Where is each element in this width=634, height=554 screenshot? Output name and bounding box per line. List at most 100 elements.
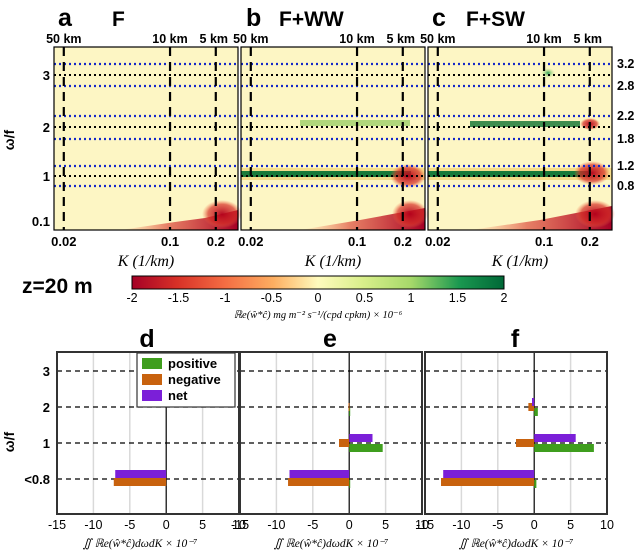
top-tick-label: 10 km [339,32,374,46]
heatmap-panel-c [428,47,615,230]
heatmap-green-band [300,120,410,126]
heatmap-panel-a [54,47,242,230]
panel-title: F+SW [466,8,525,31]
bar-y-ticks: 3 2 1 <0.8 [24,364,50,487]
panel-letter: c [432,4,446,32]
bar-titles: d e f [139,325,519,353]
bar-positive [534,480,537,488]
x-tick-label: 0 [531,518,538,532]
bar-marks [113,398,594,488]
x-tick-label: 0.2 [394,234,412,249]
legend-label: net [168,388,188,403]
y-tick-label: 2 [43,120,50,135]
bar-panel-frame [239,351,423,515]
x-tick-label: 0.2 [581,234,599,249]
bar-negative [348,403,350,411]
panel-letter: f [511,325,520,353]
x-tick-label: 0.1 [348,234,366,249]
bar-net [115,470,167,478]
legend-swatch-positive [142,358,162,369]
legend-label: negative [168,372,221,387]
depth-label: z=20 m [22,275,93,298]
heatmap-green-band [241,171,411,177]
colorbar-tick-label: -2 [126,291,137,305]
colorbar [131,275,505,290]
colorbar-tick-label: -1 [219,291,230,305]
x-tick-label: -15 [48,518,66,532]
bar-net [289,470,350,478]
x-tick-label: 10 [600,518,614,532]
right-tick-label: 3.2 [617,57,634,71]
right-tick-label: 1.8 [617,132,634,146]
x-tick-label: -10 [267,518,285,532]
x-axis-label: ∬ ℝe(ŵ*ĉ)dωdK × 10⁻⁷ [274,538,389,550]
bar-net [534,434,576,442]
heatmap-red-region [575,200,615,228]
panel-letter: b [246,4,261,32]
x-axis-label: ∬ ℝe(ŵ*ĉ)dωdK × 10⁻⁷ [459,538,574,550]
heatmap-frames [53,46,613,231]
top-tick-label: 5 km [200,32,229,46]
heatmap-right-ticks: 3.2 2.8 2.2 1.8 1.2 0.8 [617,57,634,193]
x-tick-label: 0.1 [535,234,553,249]
top-tick-label: 50 km [233,32,268,46]
bar-positive [534,444,594,452]
colorbar-ticks: -2 -1.5 -1 -0.5 0 0.5 1 1.5 2 [126,291,507,305]
bar-positive [349,444,383,452]
colorbar-tick-label: 2 [501,291,508,305]
bar-net [349,434,373,442]
x-axis-label: K (1/km) [491,253,548,270]
panel-letter: e [323,325,337,353]
x-tick-label: 0.2 [207,234,225,249]
top-tick-label: 5 km [387,32,416,46]
heatmap-red-region [470,206,612,230]
x-axis-label: K (1/km) [304,253,361,270]
panel-title: F+WW [279,8,344,31]
y-tick-label: 3 [43,364,50,379]
legend-label: positive [168,356,217,371]
panel-title: F [112,8,125,31]
y-tick-label: <0.8 [24,472,50,487]
panel-letter: a [58,4,73,32]
bar-net [443,470,535,478]
top-tick-label: 10 km [152,32,187,46]
heatmap-frame [53,46,239,231]
heatmap-red-region [574,161,610,185]
heatmap-ylabel: ω/f [1,129,17,150]
right-tick-label: 1.2 [617,159,634,173]
heatmap-top-ticks: 50 km 10 km 5 km 50 km 10 km 5 km 50 km 10 km 5 … [46,32,602,46]
top-tick-label: 50 km [46,32,81,46]
heatmap-reference-lines [54,47,612,230]
x-tick-label: 10 [415,518,429,532]
bar-negative [288,478,350,486]
x-tick-label: -15 [416,518,434,532]
x-tick-label: 0.02 [425,234,450,249]
colorbar-tick-label: 0.5 [356,291,373,305]
heatmap-y-ticks: 3 2 1 0.1 [32,68,50,229]
y-tick-label: 1 [43,169,50,184]
colorbar-tick-label: 0 [315,291,322,305]
heatmap-panel-b [241,47,428,230]
x-tick-label: -10 [452,518,470,532]
colorbar-label: ℝe(ŵ*ĉ) mg m⁻² s⁻¹/(cpd cpkm) × 10⁻⁶ [234,310,403,321]
x-tick-label: 10 [232,518,246,532]
x-tick-label: -5 [492,518,503,532]
heatmap-frame [427,46,613,231]
bar-negative [516,439,535,447]
bar-net [532,398,535,406]
y-tick-label: 2 [43,400,50,415]
x-tick-label: -15 [231,518,249,532]
x-tick-label: 0 [346,518,353,532]
heatmap-green-band [428,171,588,177]
bar-x-ticks: -15 -10 -5 0 5 10-15 -10 -5 0 5 10-15 -10 -5 0 5 10 [48,518,614,532]
x-axis-label: K (1/km) [117,253,174,270]
bar-frames [56,351,608,515]
x-tick-label: 0 [163,518,170,532]
colorbar-tick-label: -0.5 [261,291,283,305]
bar-panel-frame [424,351,608,515]
x-tick-label: 5 [382,518,389,532]
y-tick-label: 0.1 [32,214,50,229]
